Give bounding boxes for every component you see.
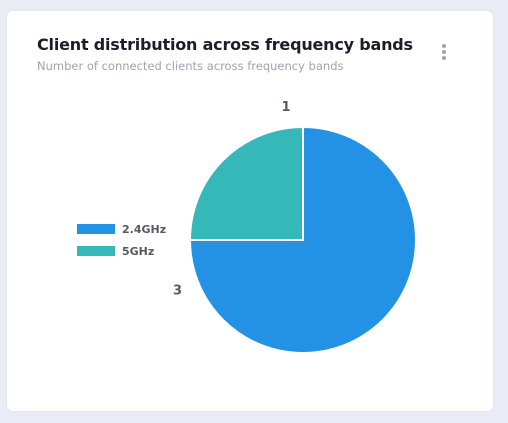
more-vertical-icon — [442, 44, 446, 60]
chart-card: Client distribution across frequency ban… — [7, 11, 493, 411]
legend-swatch — [77, 246, 115, 256]
pie-chart: 3 1 2.4GHz 5GHz — [77, 100, 417, 354]
legend-item[interactable]: 2.4GHz — [77, 223, 166, 236]
legend-label: 2.4GHz — [122, 223, 166, 236]
card-title: Client distribution across frequency ban… — [37, 35, 413, 54]
pie-data-label: 3 — [173, 284, 182, 299]
legend-label: 5GHz — [122, 245, 154, 258]
more-options-button[interactable] — [437, 41, 451, 63]
legend-item[interactable]: 5GHz — [77, 245, 154, 258]
legend-swatch — [77, 224, 115, 234]
pie-data-label: 1 — [282, 100, 291, 115]
pie-slice-5ghz[interactable] — [189, 126, 304, 241]
pie-slice-2-4ghz[interactable] — [189, 126, 417, 354]
card-subtitle: Number of connected clients across frequ… — [37, 59, 344, 73]
